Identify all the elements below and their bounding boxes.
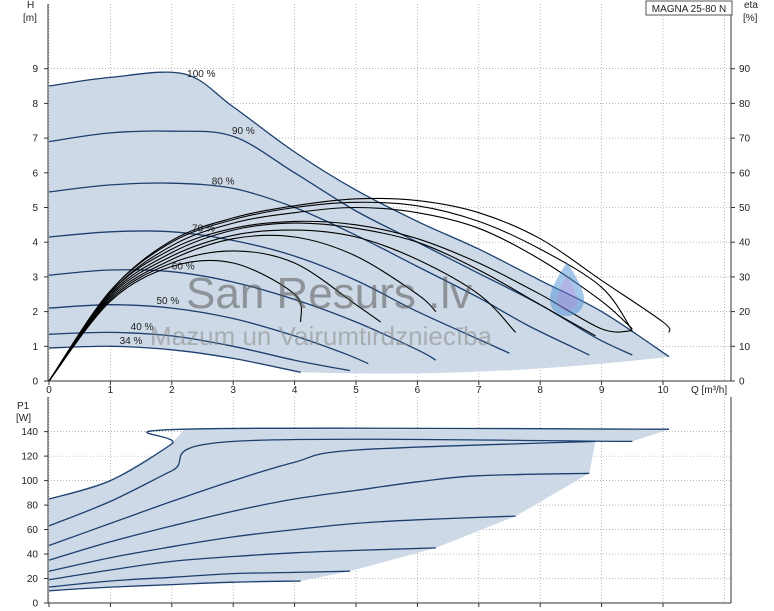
head-curve-34pct (48, 345, 301, 373)
efficiency-curve-5 (48, 250, 381, 382)
power-curve-3 (48, 440, 596, 547)
eta-y-axis-unit: [%] (743, 13, 758, 24)
head-curve-label: 80 % (212, 176, 235, 187)
head-x-tick-label: 3 (230, 385, 236, 396)
power-y-axis-unit: [W] (16, 413, 31, 424)
head-envelope-area (49, 72, 670, 374)
power-y-tick-label: 140 (21, 427, 38, 438)
head-y-tick-label: 0 (32, 377, 38, 388)
power-curve-8 (48, 580, 301, 592)
head-curve-label: 90 % (232, 126, 255, 137)
eta-y-tick-label: 10 (739, 342, 751, 353)
head-x-tick-label: 10 (657, 385, 669, 396)
head-curve-70pct (48, 230, 510, 354)
power-envelope-fill (49, 429, 670, 591)
head-curve-label: 100 % (187, 69, 215, 80)
head-curve-label: 40 % (131, 322, 154, 333)
head-x-tick-label: 6 (415, 385, 421, 396)
power-envelope-area (49, 429, 670, 591)
power-chart-axes: 0 20 40 60 80 100 120 140 P1[W] (16, 397, 732, 610)
head-y-tick-label: 2 (32, 307, 38, 318)
model-label-box: MAGNA 25-80 N (645, 0, 733, 16)
head-y-tick-label: 7 (32, 134, 38, 145)
head-curve-40pct (48, 331, 351, 372)
efficiency-curve-4 (48, 234, 437, 382)
eta-y-tick-label: 40 (739, 238, 751, 249)
power-y-axis-label: P1 (17, 401, 30, 412)
efficiency-curves (48, 197, 671, 382)
eta-y-tick-label: 20 (739, 307, 751, 318)
head-x-tick-label: 7 (476, 385, 482, 396)
efficiency-curve-2 (48, 222, 596, 382)
head-y-tick-label: 5 (32, 203, 38, 214)
eta-y-tick-label: 70 (739, 134, 751, 145)
eta-y-tick-label: 50 (739, 203, 751, 214)
head-curve-label: 60 % (172, 261, 195, 272)
eta-y-tick-label: 60 (739, 168, 751, 179)
head-curve-80pct (48, 182, 590, 356)
head-envelope-fill (49, 72, 670, 374)
head-x-tick-label: 0 (46, 385, 52, 396)
water-drop-icon (550, 262, 584, 316)
eta-y-axis-label: eta (744, 0, 758, 11)
eta-y-tick-label: 80 (739, 99, 751, 110)
efficiency-curve-7 (48, 206, 633, 382)
efficiency-curve-1 (48, 220, 633, 382)
power-y-tick-label: 100 (21, 476, 38, 487)
eta-y-tick-label: 30 (739, 272, 751, 283)
power-curve-7 (48, 570, 350, 588)
power-curve-4 (48, 472, 590, 561)
power-curve-6 (48, 547, 436, 581)
power-y-tick-label: 40 (27, 550, 39, 561)
head-x-axis-label: Q [m³/h] (691, 385, 727, 396)
power-y-tick-label: 60 (27, 525, 39, 536)
watermark-title: San Resurs .lv (186, 269, 472, 318)
head-y-axis-label: H (27, 0, 34, 11)
model-label: MAGNA 25-80 N (652, 4, 726, 15)
head-curve-50pct (48, 304, 369, 365)
power-y-tick-label: 80 (27, 501, 39, 512)
head-curve-60pct (48, 269, 437, 361)
watermark-subtitle: Mazum un Vairumtirdzniecība (150, 321, 493, 351)
efficiency-curve-9 (48, 197, 671, 382)
head-curve-100pct (48, 71, 670, 358)
head-y-tick-label: 3 (32, 272, 38, 283)
head-curves: 100 %90 %80 %70 %60 %50 %40 %34 % (48, 69, 670, 373)
head-x-tick-label: 5 (353, 385, 359, 396)
eta-y-tick-label: 90 (739, 64, 751, 75)
watermark: San Resurs .lv Mazum un Vairumtirdzniecī… (150, 262, 584, 351)
power-curve-2 (48, 438, 633, 527)
head-curve-label: 34 % (120, 336, 143, 347)
power-curves (48, 427, 670, 592)
efficiency-curve-6 (48, 259, 303, 382)
head-x-tick-label: 4 (292, 385, 298, 396)
eta-y-tick-label: 0 (739, 377, 745, 388)
head-x-tick-label: 8 (537, 385, 543, 396)
power-curve-5 (48, 515, 516, 572)
head-x-tick-label: 1 (108, 385, 114, 396)
head-y-axis-unit: [m] (23, 13, 37, 24)
power-y-tick-label: 0 (32, 599, 38, 610)
head-curve-label: 50 % (156, 296, 179, 307)
head-x-tick-label: 9 (599, 385, 605, 396)
power-y-tick-label: 20 (27, 574, 39, 585)
head-y-tick-label: 6 (32, 168, 38, 179)
efficiency-curve-3 (48, 229, 516, 382)
power-curve-1 (48, 427, 670, 500)
head-y-tick-label: 8 (32, 99, 38, 110)
head-x-tick-label: 2 (169, 385, 175, 396)
power-y-tick-label: 120 (21, 452, 38, 463)
head-y-tick-label: 1 (32, 342, 38, 353)
head-y-tick-label: 9 (32, 64, 38, 75)
head-y-tick-label: 4 (32, 238, 38, 249)
